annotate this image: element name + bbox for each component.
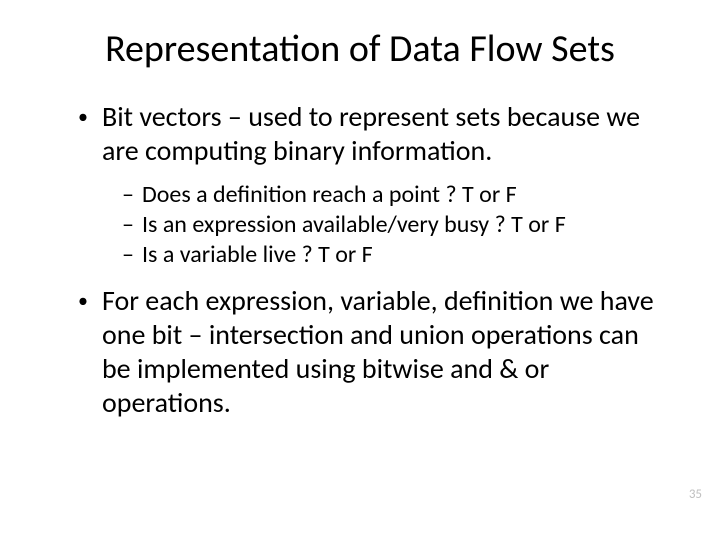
bullet-item: • Bit vectors – used to represent sets b… bbox=[50, 100, 670, 168]
page-number: 35 bbox=[689, 487, 702, 502]
bullet-dot-icon: • bbox=[78, 284, 88, 318]
bullet-text: Is a variable live ? T or F bbox=[142, 240, 373, 270]
bullet-dash-icon: – bbox=[122, 210, 134, 240]
bullet-item: – Is an expression available/very busy ?… bbox=[50, 210, 670, 240]
bullet-text: For each expression, variable, definitio… bbox=[102, 284, 670, 420]
bullet-item: – Does a definition reach a point ? T or… bbox=[50, 180, 670, 210]
slide-title: Representation of Data Flow Sets bbox=[50, 26, 670, 72]
bullet-text: Is an expression available/very busy ? T… bbox=[142, 210, 566, 240]
bullet-dot-icon: • bbox=[78, 100, 88, 134]
sub-bullet-group: – Does a definition reach a point ? T or… bbox=[50, 180, 670, 270]
bullet-dash-icon: – bbox=[122, 180, 134, 210]
bullet-dash-icon: – bbox=[122, 240, 134, 270]
bullet-text: Does a definition reach a point ? T or F bbox=[142, 180, 517, 210]
slide-container: Representation of Data Flow Sets • Bit v… bbox=[0, 0, 720, 444]
bullet-item: – Is a variable live ? T or F bbox=[50, 240, 670, 270]
bullet-item: • For each expression, variable, definit… bbox=[50, 284, 670, 420]
bullet-text: Bit vectors – used to represent sets bec… bbox=[102, 100, 670, 168]
